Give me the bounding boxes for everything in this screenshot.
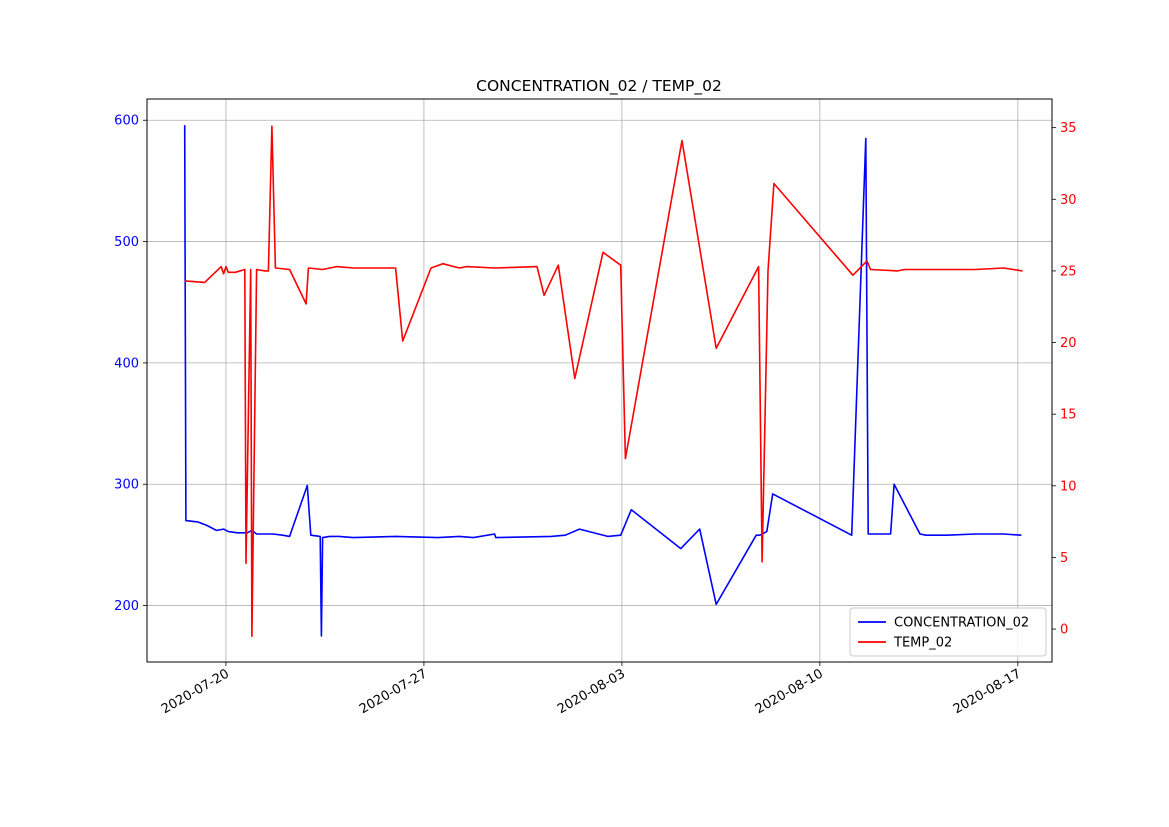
y-right-tick-label: 30: [1060, 193, 1077, 208]
y-axis-right: 0 5 10 15 20 25 30 35: [1052, 121, 1077, 638]
y-right-tick-label: 35: [1060, 121, 1077, 136]
y-left-tick-label: 500: [114, 235, 139, 250]
y-right-tick-label: 20: [1060, 336, 1077, 351]
y-axis-left: 200 300 400 500 600: [114, 114, 147, 614]
series-line-temp-02: [184, 125, 1023, 638]
plot-frame: [146, 98, 1053, 663]
y-right-tick-label: 0: [1060, 623, 1068, 638]
legend: CONCENTRATION_02 TEMP_02: [849, 607, 1047, 657]
y-left-tick-label: 400: [114, 356, 139, 371]
legend-label: TEMP_02: [893, 636, 952, 651]
y-right-tick-label: 10: [1060, 479, 1077, 494]
y-left-tick-label: 600: [114, 114, 139, 129]
grid: [147, 99, 1052, 662]
series-layer: [183, 125, 1023, 638]
legend-box: [849, 607, 1047, 657]
y-left-tick-label: 300: [114, 478, 139, 493]
chart-title: CONCENTRATION_02 / TEMP_02: [476, 77, 722, 96]
legend-label: CONCENTRATION_02: [894, 616, 1029, 631]
series-line-concentration-02: [183, 125, 1022, 637]
y-left-tick-label: 200: [114, 599, 139, 614]
y-right-tick-label: 15: [1060, 408, 1077, 423]
y-right-tick-label: 25: [1060, 264, 1077, 279]
y-right-tick-label: 5: [1060, 551, 1068, 566]
